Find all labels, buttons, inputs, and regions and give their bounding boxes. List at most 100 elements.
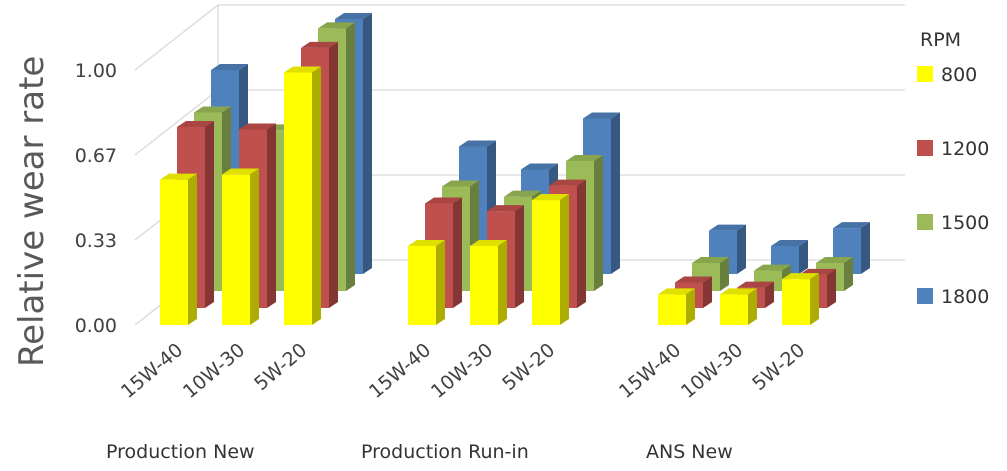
bar-side [560,194,569,325]
category-label: 15W-40 [117,339,187,403]
y-tick-label: 0.33 [75,230,117,252]
bar-top [709,224,746,231]
bar-side [577,179,586,308]
y-tick-label: 1.00 [75,60,117,82]
bar-top [504,190,541,197]
bars [160,13,870,326]
bar-top [160,173,197,180]
bar-top [487,205,524,212]
legend-swatch [917,214,933,230]
bar-top [782,273,819,280]
category-label: 10W-30 [677,339,747,403]
bar-top [408,239,445,246]
bar-top [675,276,712,283]
category-label: 15W-40 [365,339,435,403]
bar-side [205,120,214,308]
legend-swatch [917,288,933,304]
bar-side [703,276,712,308]
bar [782,273,819,325]
bar-front [470,245,498,325]
bar [470,239,507,325]
bar-top [658,288,695,295]
bar [658,288,695,325]
group-label: ANS New [646,441,733,463]
bar-side [686,288,695,325]
bar-top [816,256,853,263]
bar-top [301,41,338,48]
bar-top [425,197,462,204]
bar-top [692,256,729,263]
bar-side [827,268,836,308]
bar-front [720,294,748,325]
bar-top [521,163,558,170]
bar-front [782,279,810,325]
category-label: 5W-20 [250,339,311,395]
bar-top [720,288,757,295]
y-axis-label: Relative wear rate [12,56,52,367]
y-tick-label: 0.00 [75,315,117,337]
bar-top [459,140,496,147]
group-label: Production Run-in [361,441,529,463]
y-tick-label: 0.67 [75,145,117,167]
bar-top [211,64,248,70]
legend: RPM 800 1200 1500 1800 [917,29,989,308]
bar-front [284,72,312,325]
bar-side [453,197,462,308]
bar-top [549,179,586,186]
bar-top [566,154,603,161]
group-labels: Production New Production Run-in ANS New [106,441,733,463]
bar-side [515,205,524,308]
grid-line-diagonal [134,4,219,71]
legend-label: 800 [941,64,977,86]
bar-side [611,112,620,274]
bar [222,168,259,325]
bar [720,288,757,325]
category-label: 5W-20 [498,339,559,395]
bar-top [442,180,479,187]
category-label: 10W-30 [427,339,497,403]
bar-side [810,273,819,325]
category-label: 5W-20 [748,339,809,395]
legend-label: 1800 [941,286,989,308]
bar-top [833,222,870,229]
bar-side [861,222,870,274]
bar-top [194,106,231,113]
bar-top [532,194,569,201]
bar-top [335,13,372,19]
bar-side [844,256,853,291]
bar-side [188,173,197,325]
bar [284,66,321,326]
bar-side [250,168,259,325]
bar-top [470,239,507,246]
category-label: 10W-30 [179,339,249,403]
bar-side [498,239,507,325]
bar-side [436,239,445,325]
bar-top [222,168,259,175]
bar-side [312,66,321,326]
bar-side [346,22,355,291]
legend-swatch [917,66,933,82]
bar-top [771,239,808,246]
legend-label: 1500 [941,212,989,234]
bar [160,173,197,325]
bar-side [594,154,603,291]
category-label: 15W-40 [615,339,685,403]
bar-top [284,66,321,73]
bar-side [720,256,729,291]
bar [408,239,445,325]
y-axis-ticks: 0.00 0.33 0.67 1.00 [75,60,117,337]
bar-side [329,41,338,309]
legend-title: RPM [920,29,961,51]
legend-label: 1200 [941,138,989,160]
bar-front [222,174,250,325]
bar-side [267,123,276,308]
bar-top [177,120,214,127]
bar-side [765,281,774,308]
bar-side [737,224,746,274]
bar-front [658,294,686,325]
bar-front [408,245,436,325]
bar [532,194,569,325]
bar-top [754,264,791,271]
